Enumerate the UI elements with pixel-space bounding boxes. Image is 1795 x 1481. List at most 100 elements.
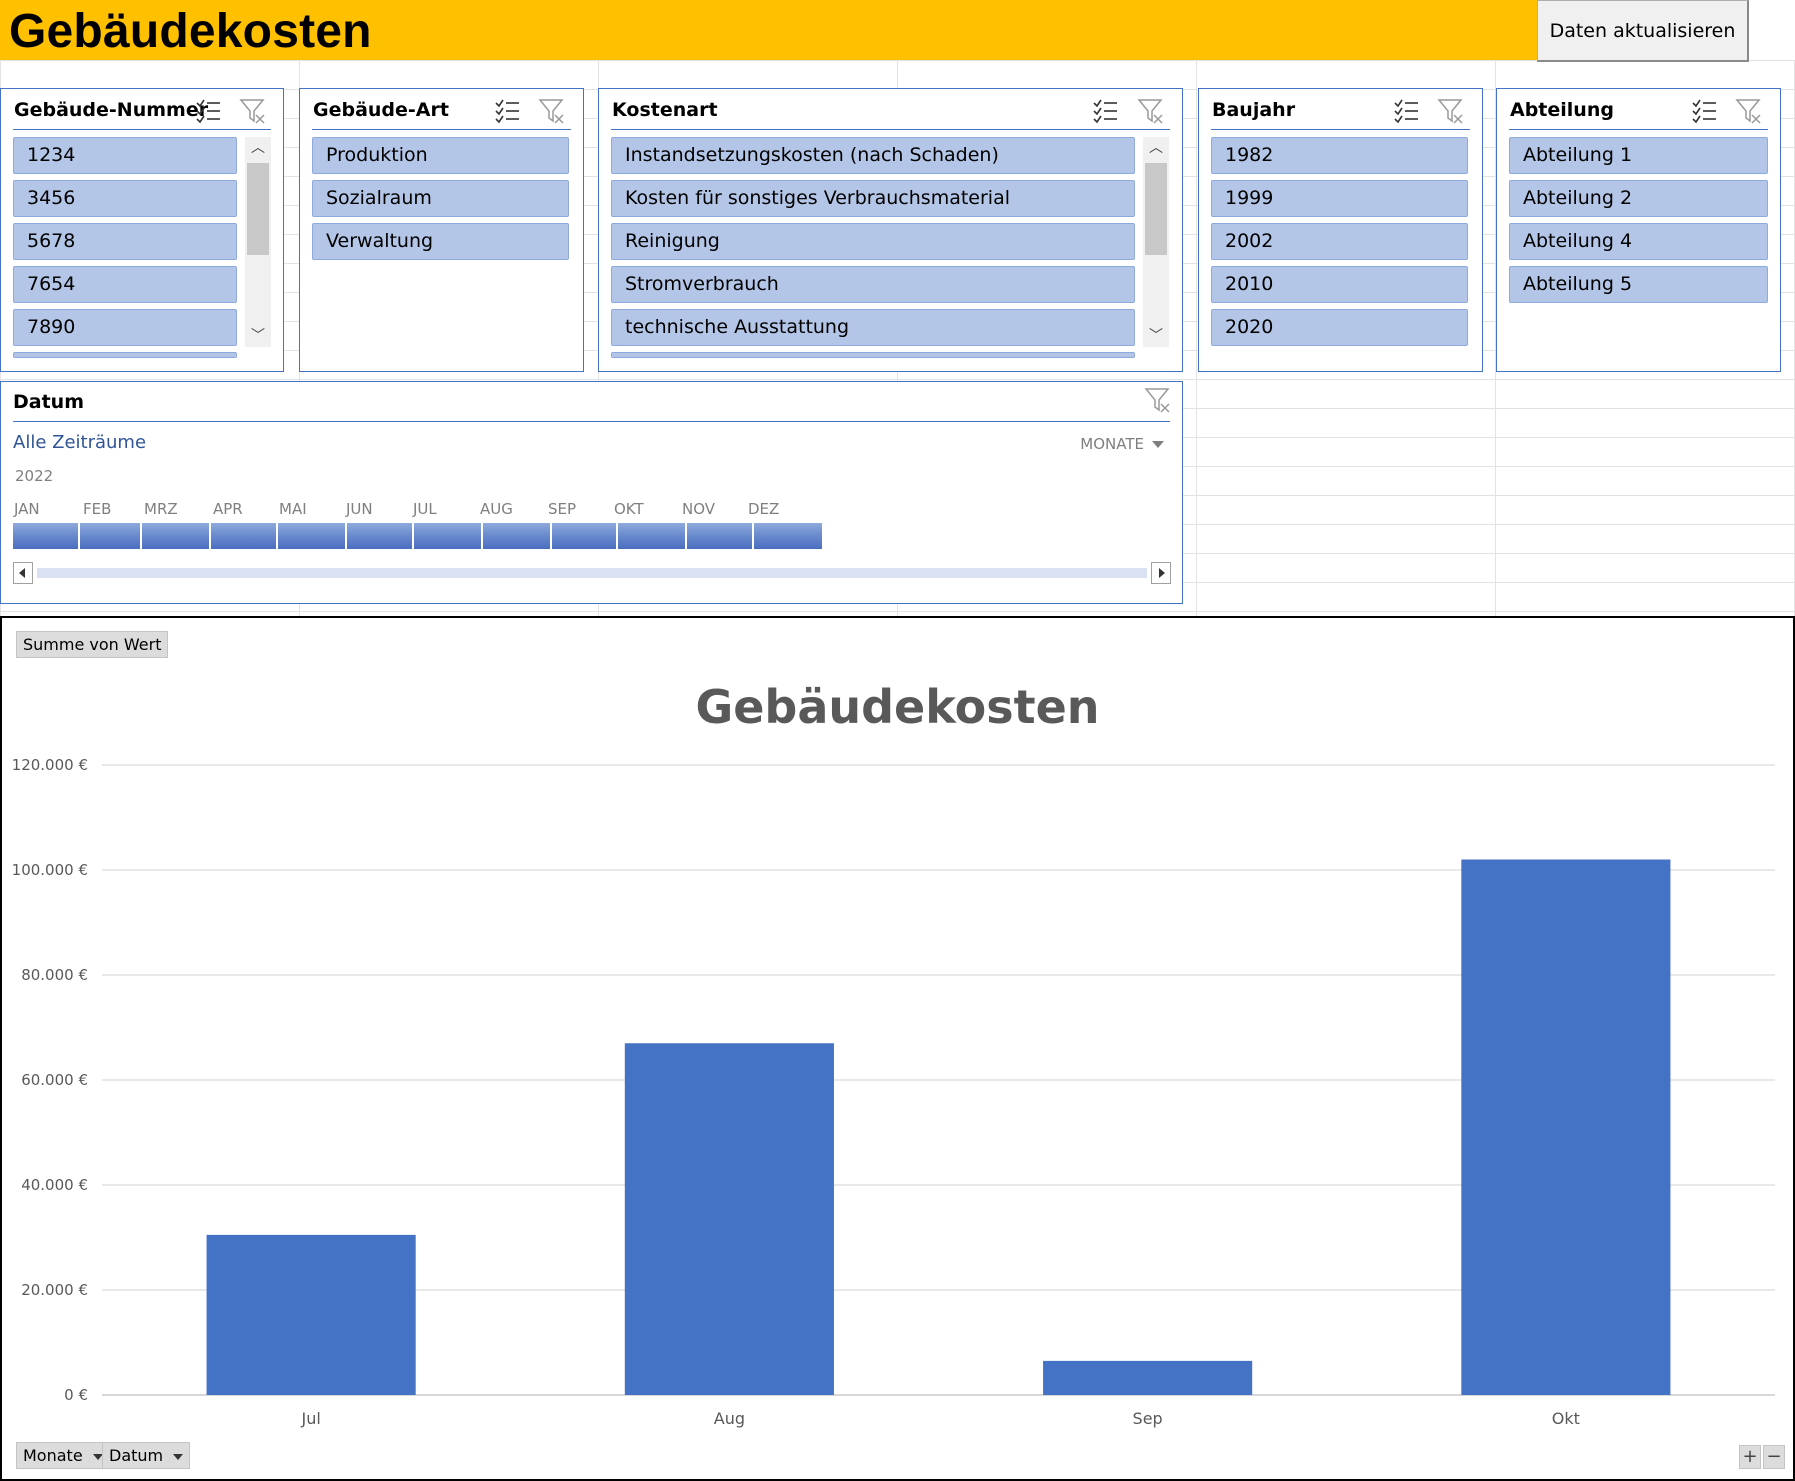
slicer-item[interactable]: 2010 <box>1211 266 1468 303</box>
slicer-item[interactable]: 3456 <box>13 180 237 217</box>
slicer-item[interactable]: Abteilung 4 <box>1509 223 1768 260</box>
timeline-month-segment[interactable] <box>278 523 345 549</box>
slicer-header: Gebäude-Nummer <box>13 89 271 130</box>
slicer-scrollbar[interactable]: ︿ ﹀ <box>1143 137 1169 347</box>
multi-select-icon[interactable] <box>1091 97 1119 125</box>
multi-select-icon[interactable] <box>493 97 521 125</box>
slicer-item[interactable]: Kosten für sonstiges Verbrauchsmaterial <box>611 180 1135 217</box>
y-tick-label: 80.000 € <box>21 966 88 984</box>
collapse-button[interactable]: − <box>1763 1445 1785 1469</box>
y-tick-label: 120.000 € <box>12 756 88 774</box>
chart-title: Gebäudekosten <box>695 680 1100 734</box>
timeline-month-segment[interactable] <box>414 523 481 549</box>
timeline-month-segment[interactable] <box>142 523 209 549</box>
page-title: Gebäudekosten <box>9 5 372 58</box>
slicer-item[interactable]: Sozialraum <box>312 180 569 217</box>
slicer-item[interactable]: Produktion <box>312 137 569 174</box>
timeline-scrollbar[interactable] <box>13 562 1171 584</box>
refresh-data-button[interactable]: Daten aktualisieren <box>1537 0 1749 62</box>
timeline-month-segment[interactable] <box>754 523 822 549</box>
slicer-title: Gebäude-Art <box>313 99 449 121</box>
timeline-month-segment[interactable] <box>687 523 752 549</box>
timeline-month-segment[interactable] <box>347 523 412 549</box>
slicer-item-partial[interactable] <box>13 352 237 358</box>
slicer-item-partial[interactable] <box>611 352 1135 358</box>
clear-filter-icon[interactable] <box>1437 97 1465 125</box>
clear-filter-icon[interactable] <box>239 97 267 125</box>
clear-filter-icon[interactable] <box>1144 386 1172 414</box>
slicer-title: Gebäude-Nummer <box>14 99 209 121</box>
slicer-item[interactable]: technische Ausstattung <box>611 309 1135 346</box>
timeline-scroll-track[interactable] <box>37 568 1147 578</box>
y-tick-label: 60.000 € <box>21 1071 88 1089</box>
clear-filter-icon[interactable] <box>538 97 566 125</box>
slicer-item[interactable]: 7890 <box>13 309 237 346</box>
slicer-item[interactable]: Instandsetzungskosten (nach Schaden) <box>611 137 1135 174</box>
multi-select-icon[interactable] <box>1392 97 1420 125</box>
slicer-item[interactable]: Abteilung 5 <box>1509 266 1768 303</box>
bar[interactable] <box>1043 1360 1253 1395</box>
scroll-thumb[interactable] <box>1145 163 1167 255</box>
chevron-down-icon[interactable] <box>173 1453 184 1460</box>
slicer-item[interactable]: Reinigung <box>611 223 1135 260</box>
slicer-item[interactable]: 1982 <box>1211 137 1468 174</box>
timeline-month-segment[interactable] <box>618 523 685 549</box>
timeline-month: AUG <box>480 500 513 518</box>
slicer-item[interactable]: 2020 <box>1211 309 1468 346</box>
slicer-item[interactable]: 2002 <box>1211 223 1468 260</box>
timeline-month: OKT <box>614 500 644 518</box>
slicer-items: Abteilung 1 Abteilung 2 Abteilung 4 Abte… <box>1509 137 1768 309</box>
value-field-button[interactable]: Summe von Wert <box>16 631 169 658</box>
multi-select-icon[interactable] <box>1690 97 1718 125</box>
axis-field-button-datum[interactable]: Datum <box>102 1442 191 1469</box>
timeline-month: MRZ <box>144 500 178 518</box>
clear-filter-icon[interactable] <box>1735 97 1763 125</box>
expand-button[interactable]: + <box>1739 1445 1761 1469</box>
bar[interactable] <box>206 1234 416 1395</box>
slicer-item[interactable]: Abteilung 1 <box>1509 137 1768 174</box>
scroll-down-icon[interactable]: ﹀ <box>1149 328 1163 344</box>
timeline-level-select[interactable]: MONATE <box>1080 435 1144 453</box>
x-tick-label: Jul <box>300 1409 320 1428</box>
y-tick-label: 40.000 € <box>21 1176 88 1194</box>
x-tick-label: Aug <box>714 1409 745 1428</box>
scroll-up-icon[interactable]: ︿ <box>251 140 265 156</box>
slicer-item[interactable]: 1999 <box>1211 180 1468 217</box>
y-tick-label: 100.000 € <box>12 861 88 879</box>
timeline-month-segment[interactable] <box>483 523 550 549</box>
scroll-right-icon[interactable] <box>1151 562 1171 584</box>
timeline-month: NOV <box>682 500 716 518</box>
scroll-left-icon[interactable] <box>13 562 33 584</box>
slicer-item[interactable]: 1234 <box>13 137 237 174</box>
timeline-month: JAN <box>14 500 40 518</box>
timeline-month: DEZ <box>748 500 780 518</box>
slicer-item[interactable]: 5678 <box>13 223 237 260</box>
slicer-item[interactable]: Verwaltung <box>312 223 569 260</box>
slicer-scrollbar[interactable]: ︿ ﹀ <box>245 137 271 347</box>
slicer-items: Produktion Sozialraum Verwaltung <box>312 137 569 266</box>
clear-filter-icon[interactable] <box>1137 97 1165 125</box>
multi-select-icon[interactable] <box>194 97 222 125</box>
timeline-selection-bar[interactable] <box>13 523 824 549</box>
timeline-month-segment[interactable] <box>13 523 78 549</box>
scroll-down-icon[interactable]: ﹀ <box>251 328 265 344</box>
bar[interactable] <box>1461 859 1671 1396</box>
timeline-month-segment[interactable] <box>552 523 616 549</box>
header-bar <box>0 0 1795 60</box>
chevron-down-icon[interactable] <box>92 1453 103 1460</box>
slicer-item[interactable]: 7654 <box>13 266 237 303</box>
slicer-items: Instandsetzungskosten (nach Schaden) Kos… <box>611 137 1135 364</box>
y-tick-label: 20.000 € <box>21 1281 88 1299</box>
timeline-month-segment[interactable] <box>211 523 276 549</box>
bar[interactable] <box>624 1043 834 1395</box>
axis-field-label: Monate <box>23 1446 83 1465</box>
timeline-month-segment[interactable] <box>80 523 140 549</box>
slicer-abteilung: Abteilung Abteilung 1 Abteilung 2 Abteil… <box>1496 88 1781 372</box>
chevron-down-icon[interactable] <box>1152 441 1164 448</box>
scroll-up-icon[interactable]: ︿ <box>1149 140 1163 156</box>
slicer-item[interactable]: Stromverbrauch <box>611 266 1135 303</box>
slicer-item[interactable]: Abteilung 2 <box>1509 180 1768 217</box>
scroll-thumb[interactable] <box>247 163 269 255</box>
axis-field-button-monate[interactable]: Monate <box>16 1442 110 1469</box>
pivot-chart[interactable]: 0 € 20.000 € 40.000 € 60.000 € 80.000 € 100.0… <box>0 616 1795 1481</box>
